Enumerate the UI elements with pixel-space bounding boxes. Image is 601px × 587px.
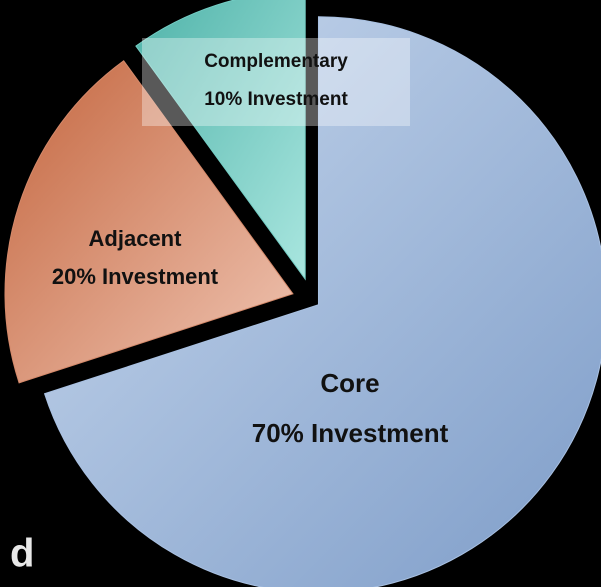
slice-value-label: 10% Investment bbox=[204, 89, 348, 110]
slice-value-label: 70% Investment bbox=[252, 418, 449, 448]
pie-slice bbox=[43, 16, 601, 587]
pie-slice bbox=[135, 0, 306, 281]
slice-label: Adjacent bbox=[89, 226, 183, 251]
cut-off-text: d bbox=[10, 532, 34, 576]
slice-label: Complementary bbox=[204, 51, 348, 72]
slice-label: Core bbox=[320, 368, 379, 398]
pie-slice bbox=[4, 60, 294, 384]
label-box bbox=[142, 38, 410, 126]
slice-value-label: 20% Investment bbox=[52, 264, 219, 289]
